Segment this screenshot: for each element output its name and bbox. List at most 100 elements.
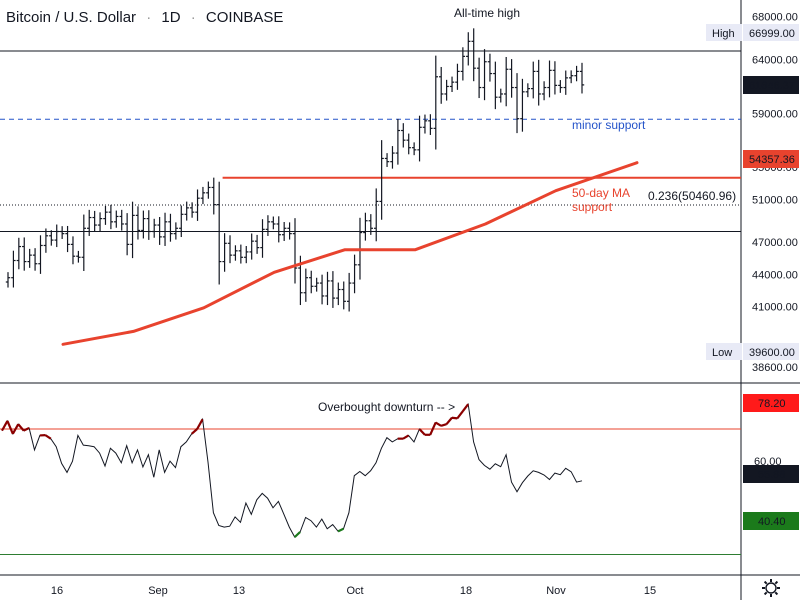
rsi-overbought-segment [23,427,30,432]
low-price-value: 39600.00 [749,347,795,359]
price-bar [184,201,189,221]
price-tick-label: 41000.00 [752,302,798,314]
rsi-overbought-segment [456,410,464,420]
rsi-overbought-segment [402,434,410,440]
minor-support-annotation: minor support [572,118,646,132]
high-price-bg [743,24,799,41]
price-bar [395,118,401,165]
time-tick-label: Nov [546,585,566,597]
price-bar [520,78,525,132]
price-bar [449,76,455,93]
price-bar [579,62,585,94]
price-bar [319,274,325,305]
ma-50-line [61,161,639,346]
price-bar [76,250,81,263]
rsi-overbought-segment [418,428,426,436]
price-bar [249,233,254,260]
price-bar [363,212,368,241]
price-bar [541,81,547,101]
last-price-bg [743,76,799,94]
price-bar [466,32,471,66]
price-tick-label: 51000.00 [752,194,798,206]
high-tag-label: High [712,28,735,40]
price-bar [568,70,574,84]
price-bar [379,140,384,220]
rsi-oversold-value: 40.40 [758,516,786,528]
price-bar [152,218,157,238]
price-bar [254,234,260,254]
chart-title-symbol: Bitcoin / U.S. Dollar [6,9,136,26]
time-axis[interactable]: 16 Sep 13 Oct 18 Nov 15 [51,585,656,597]
price-bar [374,188,379,242]
price-bar [309,270,314,294]
price-bar [531,61,536,99]
price-tick-label: 64000.00 [752,55,798,67]
price-bar [411,142,417,156]
price-bar [189,202,195,218]
price-bar [168,213,173,242]
price-tick-label: 44000.00 [752,269,798,281]
price-bar [16,237,22,270]
price-bar [206,181,211,199]
price-bar [11,250,16,288]
price-bar [314,277,319,292]
price-bar [27,248,32,268]
price-tick-label: 47000.00 [752,237,798,249]
price-bar [5,272,11,288]
time-tick-label: 15 [644,585,656,597]
price-bar [97,212,103,232]
rsi-overbought-segment [445,417,453,425]
price-bar [476,57,482,99]
price-bar [433,55,438,150]
price-bar [401,123,406,148]
price-bar [124,213,130,256]
price-bar [49,230,54,246]
price-bar [119,209,124,231]
price-bar [552,61,558,95]
ma-price-bg [743,150,799,168]
price-bar [390,146,395,169]
rsi-current-value: 55.88 [758,469,786,481]
low-price-bg [743,343,799,360]
price-bar [525,83,531,98]
price-bar [336,282,341,306]
rsi-overbought-segment [440,423,447,427]
price-axis[interactable]: 41000.0044000.0047000.0051000.0055000.00… [706,12,799,530]
price-bar [493,61,498,110]
price-bar [222,233,227,272]
last-price-value: 61646.37 [749,80,795,92]
price-bar [444,79,449,101]
time-tick-label: 18 [460,585,472,597]
rsi-overbought-segment [1,420,9,432]
price-bar [455,63,460,90]
settings-gear-icon[interactable] [762,579,780,597]
rsi-overbought-segment [11,423,20,435]
price-bar [287,222,292,240]
rsi-overbought-value: 78.20 [758,398,786,410]
rsi-overbought-segment [461,403,470,412]
high-tag-bg [706,24,742,41]
price-bar [439,66,444,104]
price-bar [558,80,563,93]
ath-annotation: All-time high [454,6,520,20]
price-bar [260,219,265,258]
price-bar [59,226,65,239]
rsi-overbought-segment [429,422,437,436]
fib-level-label: 0.236(50460.96) [648,189,736,203]
low-tag-bg [706,343,742,360]
chart-interval[interactable]: 1D [161,9,180,26]
price-bar [32,248,38,271]
price-bar [417,115,422,162]
low-tag-label: Low [712,347,732,359]
price-bar [195,189,200,221]
price-bar [135,206,141,240]
rsi-oversold-bg [743,512,799,530]
price-bar [325,271,330,306]
price-bar [200,186,206,205]
price-bar [487,53,493,82]
price-bar [271,216,276,230]
rsi-pane[interactable] [0,402,741,555]
price-pane[interactable] [0,28,741,346]
title-separator-2: · [191,9,196,26]
price-bar [244,246,249,264]
